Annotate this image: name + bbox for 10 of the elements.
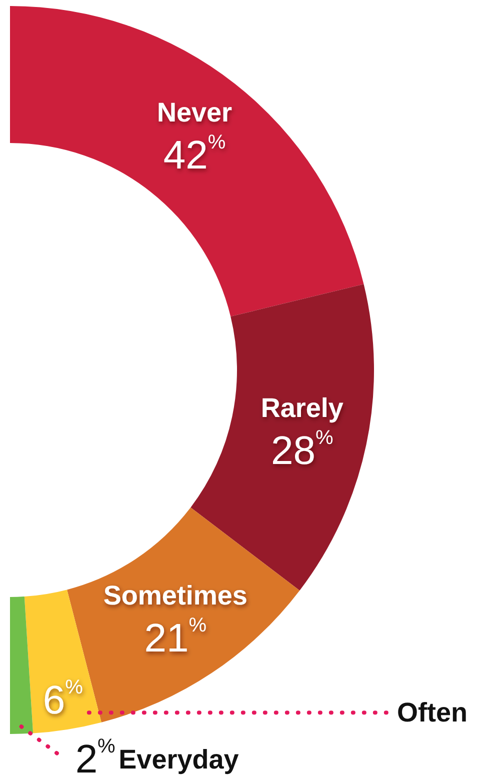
data-label: 2% xyxy=(75,736,116,781)
data-label: 6% xyxy=(42,676,84,723)
slice-label: Everyday xyxy=(118,744,239,775)
data-label: 28% xyxy=(271,427,334,474)
data-label: 21% xyxy=(144,614,207,661)
data-label: 42% xyxy=(163,131,226,178)
slice-label: Often xyxy=(397,698,468,728)
slice-label: Never xyxy=(156,97,233,128)
slice-label: Rarely xyxy=(260,393,344,424)
slice-label: Sometimes xyxy=(103,580,248,611)
